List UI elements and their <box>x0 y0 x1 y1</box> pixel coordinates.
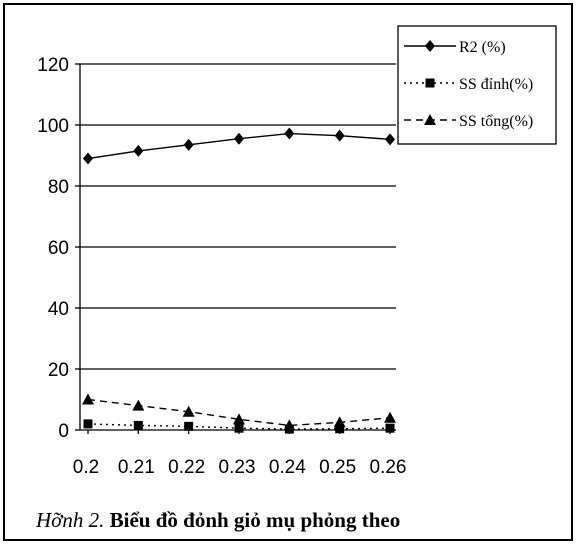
x-tick-label-5: 0.25 <box>319 457 356 478</box>
legend-marker-2 <box>424 114 436 125</box>
legend-label-0: R2 (%) <box>459 39 506 56</box>
series-1-point-3 <box>234 423 244 433</box>
series-0-point-1 <box>133 144 144 157</box>
x-tick-label-2: 0.22 <box>168 457 205 478</box>
x-tick-label-3: 0.23 <box>219 457 256 478</box>
y-tick-label-60: 60 <box>48 238 69 259</box>
series-2-point-6 <box>384 411 396 423</box>
series-2 <box>82 393 396 431</box>
series-1-point-5 <box>335 424 345 434</box>
figure-title: Biểu đồ đỏnh giỏ mụ phỏng theo <box>109 508 401 532</box>
series-0-point-3 <box>234 132 244 145</box>
series-2-point-2 <box>182 405 195 417</box>
series-2-point-5 <box>333 416 346 428</box>
legend-label-2: SS tổng(%) <box>459 113 533 130</box>
series-1-point-1 <box>133 420 143 430</box>
series-2-point-3 <box>233 413 245 425</box>
legend-marker-0 <box>425 40 435 52</box>
y-axis-ticks: 0 20 40 60 80 100 120 <box>37 55 80 442</box>
figure-caption: Hỡnh 2. Biểu đồ đỏnh giỏ mụ phỏng theo <box>36 508 400 533</box>
series-0-point-5 <box>334 129 345 142</box>
grid-lines <box>80 63 396 370</box>
series-2-point-4 <box>283 419 296 431</box>
series-1-point-2 <box>184 421 194 431</box>
x-tick-label-0: 0.2 <box>73 457 99 478</box>
y-tick-label-20: 20 <box>48 360 69 381</box>
series-0 <box>83 127 395 165</box>
figure-label: Hỡnh 2. <box>36 508 105 532</box>
legend-marker-1 <box>425 78 435 88</box>
series-1-point-0 <box>83 419 93 429</box>
y-tick-label-80: 80 <box>48 177 69 198</box>
series-0-point-0 <box>83 152 93 165</box>
y-tick-label-40: 40 <box>48 299 69 320</box>
x-axis-ticks: 0.2 0.21 0.22 0.23 0.24 0.25 0.26 <box>73 430 407 478</box>
series-0-point-6 <box>385 133 395 146</box>
y-tick-label-100: 100 <box>37 116 69 137</box>
legend-label-1: SS đỉnh(%) <box>459 76 533 93</box>
y-tick-label-0: 0 <box>58 421 69 442</box>
legend: R2 (%) SS đỉnh(%) SS tổng(%) <box>397 25 557 145</box>
y-tick-label-120: 120 <box>37 55 69 76</box>
x-tick-label-4: 0.24 <box>269 457 306 478</box>
series-0-point-2 <box>183 138 194 151</box>
series-1-point-6 <box>385 423 395 433</box>
series-2-point-1 <box>132 399 145 411</box>
series-group <box>82 127 396 434</box>
series-0-point-4 <box>284 127 295 140</box>
series-2-point-0 <box>82 393 94 405</box>
x-tick-label-1: 0.21 <box>118 457 155 478</box>
x-tick-label-6: 0.26 <box>370 457 407 478</box>
